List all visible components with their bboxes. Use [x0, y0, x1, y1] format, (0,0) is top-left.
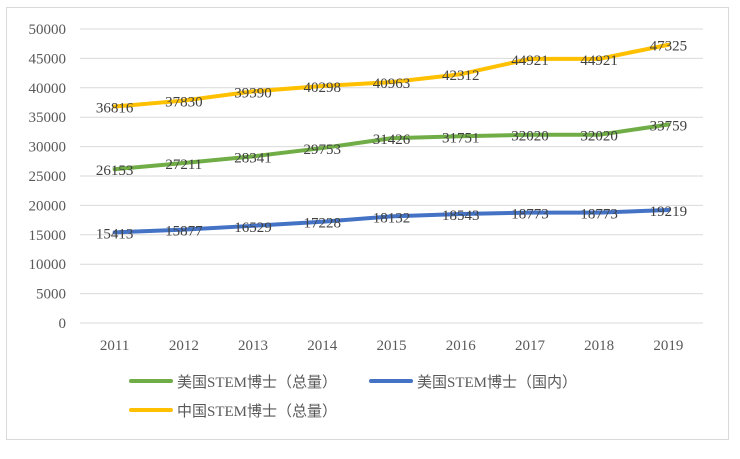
legend-label: 美国STEM博士（国内）: [417, 374, 577, 391]
x-tick-label: 2011: [100, 338, 129, 354]
data-label: 32020: [511, 129, 549, 145]
data-label: 28341: [234, 150, 272, 166]
series-line: [112, 42, 671, 109]
legend-label: 美国STEM博士（总量）: [177, 374, 337, 391]
legend-label: 中国STEM博士（总量）: [177, 403, 337, 420]
x-axis-ticks: 2011 2012 2013 2014 2015 2016 2017 2018 2019: [100, 338, 684, 354]
data-label: 47325: [650, 39, 688, 55]
y-tick-label: 10000: [29, 257, 67, 273]
data-label: 44921: [511, 53, 549, 69]
y-tick-label: 50000: [29, 22, 67, 38]
y-tick-label: 30000: [29, 140, 67, 156]
x-tick-label: 2016: [446, 338, 477, 354]
data-label: 18543: [442, 208, 480, 224]
x-tick-label: 2013: [238, 338, 268, 354]
data-label: 18773: [511, 207, 549, 223]
data-label: 36816: [96, 101, 134, 117]
x-tick-label: 2014: [307, 338, 338, 354]
series-lines: [112, 42, 671, 235]
data-label: 40963: [373, 76, 411, 92]
data-label: 33759: [650, 118, 688, 134]
data-labels: 26153 27211 28341 29753 31426 31751 32020 32020…: [96, 39, 687, 243]
data-label: 44921: [580, 53, 618, 69]
legend: 美国STEM博士（总量） 美国STEM博士（国内） 中国STEM博士（总量）: [129, 374, 577, 420]
y-tick-label: 20000: [29, 198, 67, 214]
data-label: 31751: [442, 130, 480, 146]
series-line: [112, 122, 671, 172]
y-tick-label: 5000: [36, 287, 66, 303]
y-tick-label: 40000: [29, 81, 67, 97]
data-label: 19219: [650, 204, 688, 220]
series-line: [112, 207, 671, 235]
data-label: 15877: [165, 224, 203, 240]
y-tick-label: 25000: [29, 169, 67, 185]
data-label: 37830: [165, 95, 203, 111]
data-label: 42312: [442, 68, 480, 84]
data-label: 39390: [234, 85, 272, 101]
x-tick-label: 2019: [653, 338, 683, 354]
x-tick-label: 2015: [377, 338, 407, 354]
data-label: 29753: [304, 142, 342, 158]
data-label: 15413: [96, 226, 134, 242]
x-tick-label: 2017: [515, 338, 546, 354]
gridlines: [80, 28, 703, 324]
data-label: 18773: [580, 207, 618, 223]
y-tick-label: 35000: [29, 110, 67, 126]
y-tick-label: 45000: [29, 51, 67, 67]
data-label: 26153: [96, 163, 134, 179]
data-label: 27211: [165, 157, 202, 173]
x-tick-label: 2018: [584, 338, 614, 354]
chart-frame: [6, 7, 729, 440]
y-tick-label: 0: [59, 316, 67, 332]
data-label: 16529: [234, 220, 272, 236]
x-tick-label: 2012: [169, 338, 199, 354]
data-label: 18132: [373, 210, 411, 226]
y-tick-label: 15000: [29, 228, 67, 244]
y-axis-ticks: 0 5000 10000 15000 20000 25000 30000 35000 40000…: [29, 22, 67, 332]
data-label: 17228: [304, 216, 342, 232]
data-label: 31426: [373, 132, 411, 148]
data-label: 32020: [580, 129, 618, 145]
data-label: 40298: [304, 80, 342, 96]
